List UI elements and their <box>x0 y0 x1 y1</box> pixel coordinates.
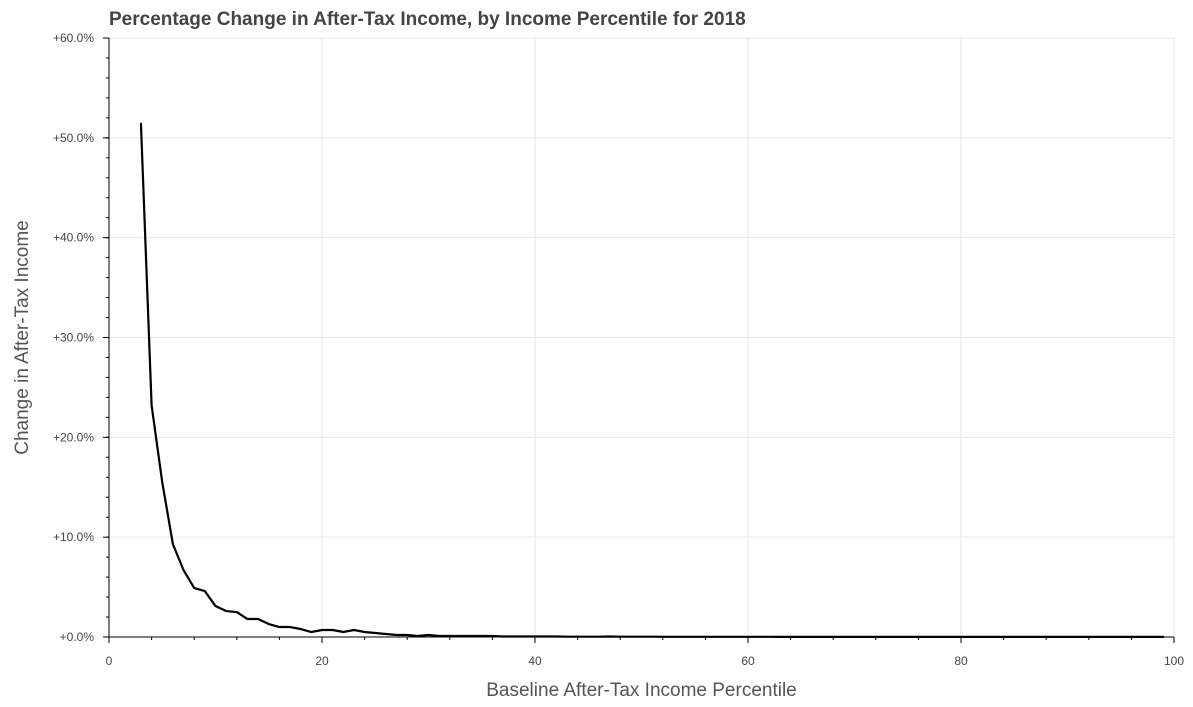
x-tick-label: 0 <box>106 654 113 668</box>
y-tick-label: +50.0% <box>53 131 94 145</box>
x-tick-label: 100 <box>1164 654 1184 668</box>
y-tick-label: +10.0% <box>53 530 94 544</box>
y-tick-label: +60.0% <box>53 31 94 45</box>
x-tick-label: 40 <box>528 654 542 668</box>
y-tick-label: +0.0% <box>60 630 95 644</box>
axes: 0 20 40 60 80 100 +0.0% +10.0% +20.0% +30.0% +40.0… <box>53 31 1184 668</box>
series-line <box>139 122 1165 639</box>
chart-title: Percentage Change in After-Tax Income, b… <box>109 9 746 30</box>
y-axis-label: Change in After-Tax Income <box>12 220 33 454</box>
x-tick-label: 20 <box>315 654 329 668</box>
x-axis-label: Baseline After-Tax Income Percentile <box>486 680 797 701</box>
y-tick-label: +20.0% <box>53 430 94 444</box>
x-tick-label: 80 <box>954 654 968 668</box>
y-tick-label: +40.0% <box>53 231 94 245</box>
y-tick-label: +30.0% <box>53 331 94 345</box>
grid-lines <box>109 37 1175 637</box>
data-layer <box>139 122 1165 639</box>
x-tick-label: 60 <box>741 654 755 668</box>
